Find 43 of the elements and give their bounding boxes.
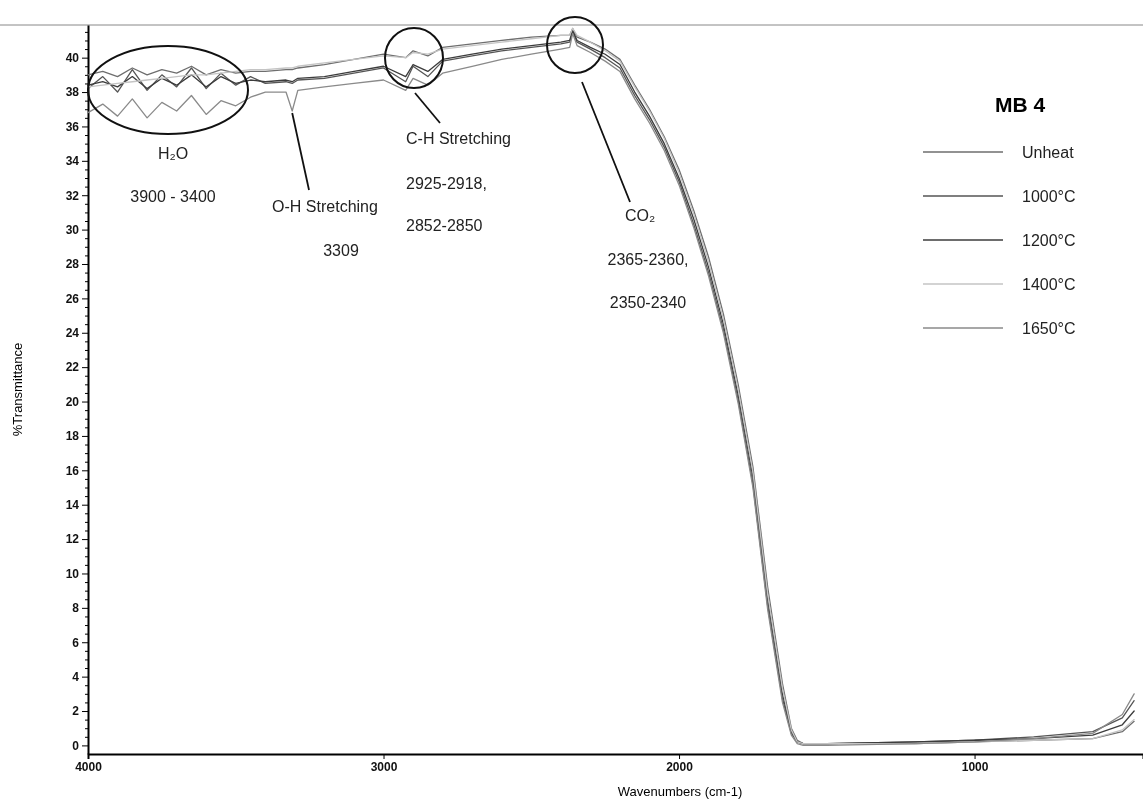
x-axis-title: Wavenumbers (cm-1) bbox=[617, 784, 743, 799]
y-tick-label: 28 bbox=[65, 257, 80, 272]
y-tick-label: 16 bbox=[65, 463, 80, 478]
y-tick-label: 30 bbox=[65, 222, 80, 237]
y-tick-label: 12 bbox=[65, 532, 80, 547]
y-tick-label: 22 bbox=[65, 360, 80, 375]
legend-label: 1400°C bbox=[1022, 276, 1076, 293]
legend-label: Unheat bbox=[1022, 144, 1075, 161]
annotation: 2365-2360, bbox=[607, 250, 689, 268]
y-tick-label: 38 bbox=[65, 85, 80, 100]
y-tick-label: 0 bbox=[72, 738, 80, 753]
annotation: 3900 - 3400 bbox=[130, 187, 216, 205]
annotation: 3309 bbox=[323, 241, 359, 259]
legend-label: 1650°C bbox=[1022, 320, 1076, 337]
annotation: H₂O bbox=[157, 144, 189, 162]
y-tick-label: 10 bbox=[65, 566, 80, 581]
legend-title: MB 4 bbox=[994, 93, 1046, 116]
x-tick-label: 4000 bbox=[75, 759, 103, 774]
y-tick-label: 4 bbox=[72, 669, 80, 684]
y-tick-label: 26 bbox=[65, 291, 80, 306]
annotation: CO₂ bbox=[624, 206, 656, 224]
y-tick-label: 8 bbox=[72, 601, 80, 616]
y-tick-label: 32 bbox=[65, 188, 80, 203]
y-tick-label: 24 bbox=[65, 326, 80, 341]
annotation: 2852-2850 bbox=[406, 216, 483, 234]
x-tick-label: 1000 bbox=[961, 759, 989, 774]
y-tick-label: 36 bbox=[65, 119, 80, 134]
annotation: C-H Stretching bbox=[406, 129, 511, 147]
legend-label: 1000°C bbox=[1022, 188, 1076, 205]
y-tick-label: 6 bbox=[72, 635, 80, 650]
annotation: 2350-2340 bbox=[609, 293, 687, 311]
y-tick-label: 20 bbox=[65, 394, 80, 409]
x-tick-label: 3000 bbox=[370, 759, 398, 774]
y-axis-title: %Transmittance bbox=[10, 342, 25, 437]
x-tick-label: 2000 bbox=[666, 759, 694, 774]
y-tick-label: 2 bbox=[72, 704, 80, 719]
y-tick-label: 40 bbox=[65, 51, 80, 66]
y-tick-label: 14 bbox=[65, 498, 80, 513]
annotation: O-H Stretching bbox=[272, 197, 378, 215]
y-tick-label: 18 bbox=[65, 429, 80, 444]
y-tick-label: 34 bbox=[65, 154, 80, 169]
legend-label: 1200°C bbox=[1022, 232, 1076, 249]
annotation: 2925-2918, bbox=[406, 174, 487, 192]
